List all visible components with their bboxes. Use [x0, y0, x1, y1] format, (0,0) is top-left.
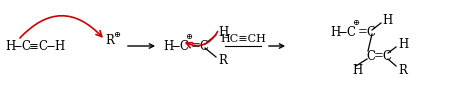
Text: C: C: [382, 49, 391, 62]
Text: =: =: [191, 39, 201, 53]
Text: R: R: [105, 33, 114, 46]
Text: ⊕: ⊕: [113, 31, 120, 39]
Text: ⊕: ⊕: [352, 19, 359, 27]
Text: H: H: [398, 38, 408, 51]
Text: −: −: [171, 39, 181, 53]
Text: HC≡CH: HC≡CH: [220, 34, 266, 44]
Text: =: =: [358, 25, 368, 38]
Text: C: C: [366, 25, 375, 38]
Text: −: −: [46, 39, 56, 53]
Text: C: C: [21, 39, 30, 53]
Text: R: R: [218, 54, 227, 67]
Text: =: =: [374, 49, 384, 62]
Text: H: H: [352, 63, 362, 77]
Text: C: C: [346, 25, 355, 38]
Text: H: H: [5, 39, 15, 53]
Text: ⊕: ⊕: [185, 33, 192, 41]
Text: C: C: [179, 39, 188, 53]
Text: C: C: [38, 39, 47, 53]
Text: H: H: [330, 25, 340, 38]
Text: C: C: [366, 49, 375, 62]
Text: H: H: [382, 14, 392, 26]
Text: −: −: [338, 25, 348, 38]
Text: C: C: [199, 39, 208, 53]
Text: −: −: [13, 39, 23, 53]
Text: H: H: [163, 39, 173, 53]
Text: H: H: [54, 39, 64, 53]
Text: ≡: ≡: [29, 39, 39, 53]
Text: R: R: [398, 63, 407, 77]
Text: H: H: [218, 25, 228, 38]
